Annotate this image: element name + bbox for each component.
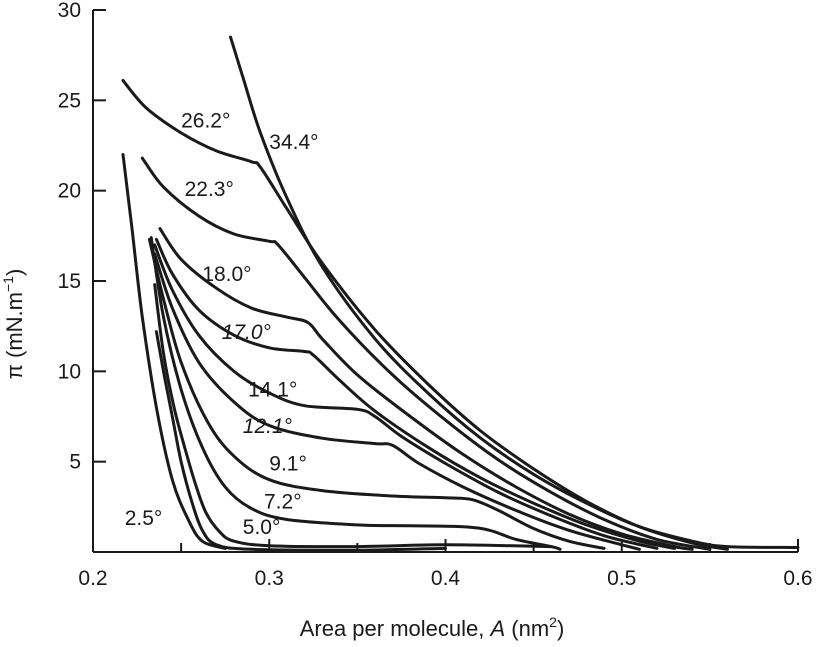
y-axis-title-symbol: π (2, 364, 27, 379)
ticks: 5 10 15 20 25 30 0.2 0.3 0.4 0.5 0.6 (58, 0, 813, 590)
curve-label: 18.0° (202, 263, 251, 286)
isotherm-curve (153, 283, 553, 549)
x-axis-title-var: A (488, 616, 505, 641)
y-axis-title-unit-open: (mN.m (2, 292, 27, 364)
y-axis-title-unit-close: ) (2, 269, 27, 276)
y-tick-label: 5 (69, 451, 81, 474)
isotherm-curve (229, 35, 800, 549)
y-axis-title-unit-sup: −1 (0, 276, 16, 292)
curve-label: 2.5° (125, 507, 163, 530)
y-tick-label: 20 (58, 180, 81, 203)
isotherm-curve (154, 330, 447, 552)
curve-label: 14.1° (248, 379, 297, 402)
x-axis-title: Area per molecule, A (nm2) (300, 614, 565, 641)
x-axis-title-unit-close: ) (557, 616, 564, 641)
curve-label: 12.1° (243, 415, 292, 438)
curve-label: 26.2° (181, 109, 230, 132)
curve-labels: 2.5° 5.0°7.2° 9.1° 12.1° 14.1° 17.0° 18.0° 22.3… (125, 109, 319, 539)
isotherm-curve (147, 237, 606, 550)
x-tick-label: 0.2 (78, 567, 107, 590)
y-axis-title: π (mN.m−1) (0, 269, 27, 380)
axes (92, 10, 798, 553)
x-tick-label: 0.6 (783, 567, 812, 590)
x-tick-label: 0.5 (607, 567, 636, 590)
isotherm-curve (140, 156, 712, 551)
x-tick-label: 0.3 (255, 567, 284, 590)
x-tick-label: 0.4 (431, 567, 461, 590)
x-axis-title-unit-open: (nm (505, 616, 549, 641)
y-tick-label: 15 (58, 270, 81, 293)
isotherm-curve (153, 252, 641, 551)
x-axis-title-prefix: Area per molecule, (300, 616, 491, 641)
curves (121, 35, 800, 552)
isotherm-curve (121, 153, 227, 550)
x-axis-title-unit-sup: 2 (549, 614, 557, 630)
curve-label: 5.0° (243, 516, 281, 539)
isotherm-curve (149, 236, 562, 551)
y-tick-label: 10 (58, 360, 81, 383)
curve-label: 34.4° (269, 131, 318, 154)
y-tick-label: 25 (58, 89, 81, 112)
y-tick-label: 30 (58, 0, 81, 22)
curve-label: 22.3° (185, 178, 234, 201)
curve-label: 7.2° (264, 491, 302, 514)
isotherm-curve (154, 237, 677, 550)
isotherm-curve (158, 227, 694, 551)
curve-label: 9.1° (269, 453, 307, 476)
curve-label: 17.0° (222, 321, 271, 344)
isotherm-curve (153, 243, 659, 550)
axis-titles: Area per molecule, A (nm2) π (mN.m−1) (0, 269, 564, 641)
isotherm-curve (121, 79, 729, 551)
